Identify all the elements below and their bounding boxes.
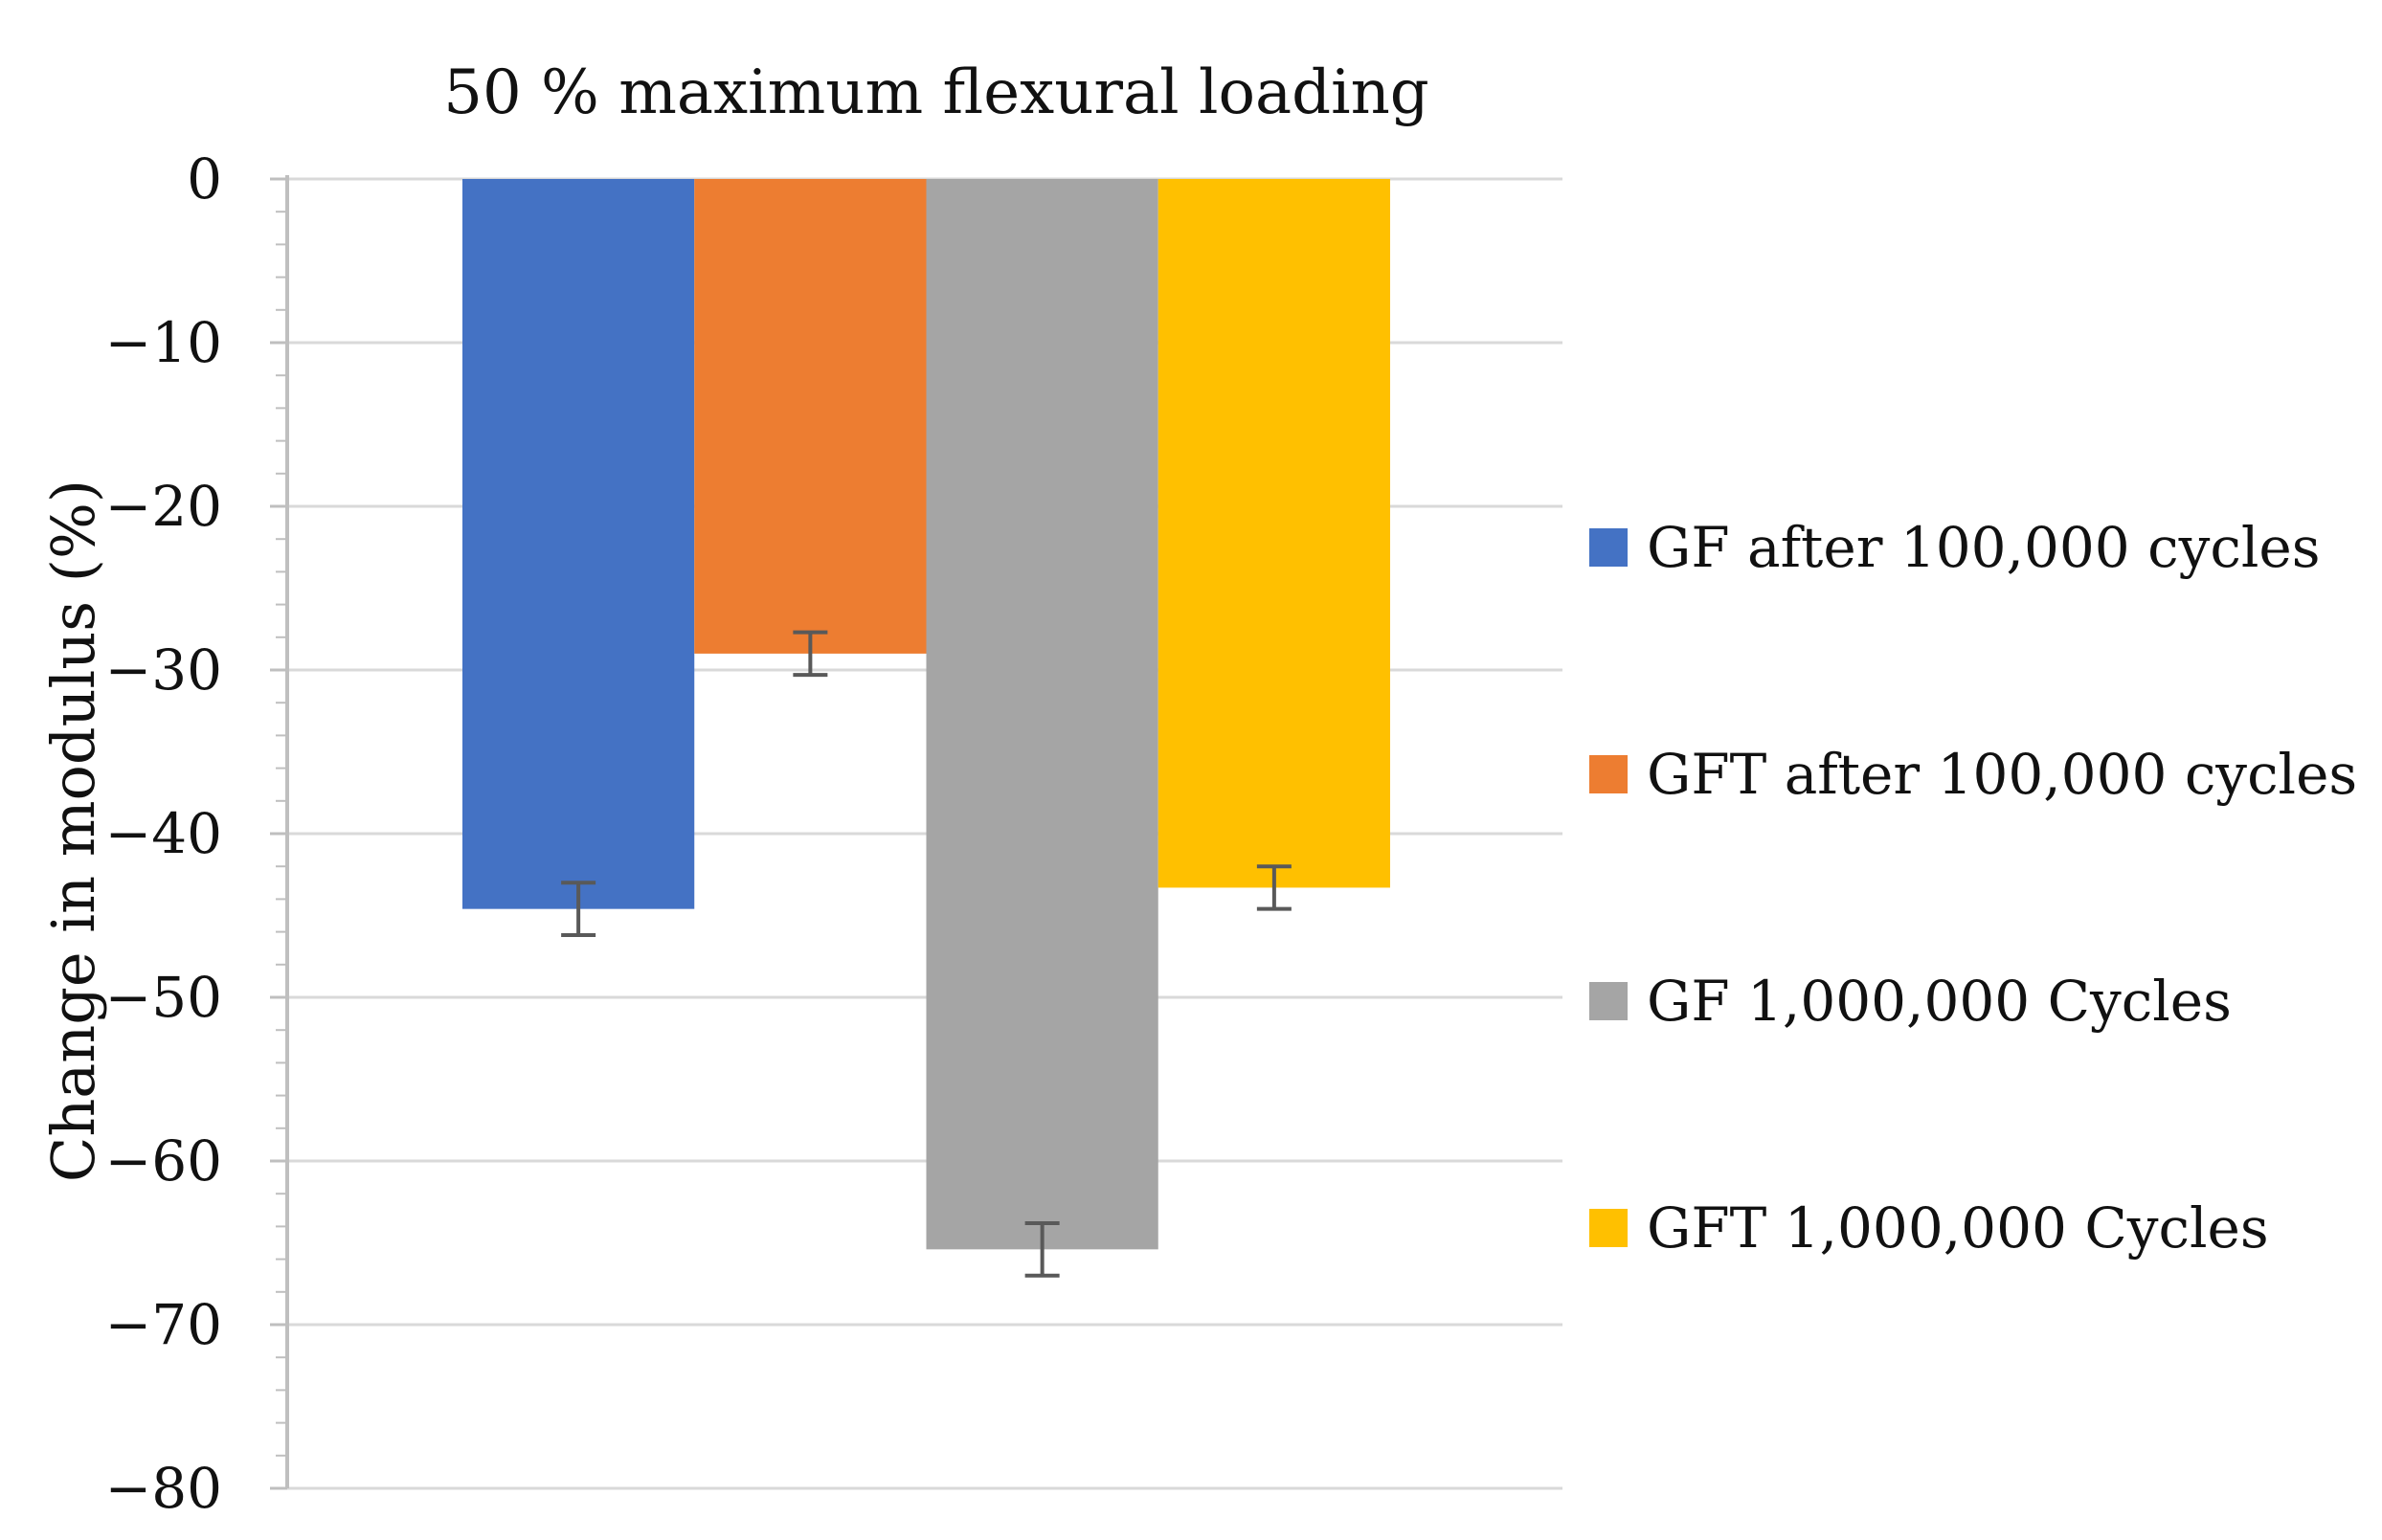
y-tick-label: −60 xyxy=(105,1128,222,1194)
y-tick-label: −20 xyxy=(105,474,222,539)
bars xyxy=(462,179,1390,1250)
legend-label: GFT after 100,000 cycles xyxy=(1647,742,2357,807)
y-tick-label: 0 xyxy=(187,146,222,212)
legend-swatch xyxy=(1589,528,1628,567)
legend: GF after 100,000 cycles GFT after 100,000… xyxy=(1589,515,2357,1261)
legend-label: GFT 1,000,000 Cycles xyxy=(1647,1195,2269,1261)
bar xyxy=(926,179,1158,1250)
bar xyxy=(462,179,695,909)
legend-label: GF after 100,000 cycles xyxy=(1647,515,2321,580)
bar xyxy=(1157,179,1390,888)
chart-title: 50 % maximum flexural loading xyxy=(443,57,1429,128)
y-tick-label: −40 xyxy=(105,801,222,866)
y-tick-label: −70 xyxy=(105,1292,222,1357)
legend-swatch xyxy=(1589,1209,1628,1247)
y-tick-label: −10 xyxy=(105,310,222,375)
y-tick-label: −30 xyxy=(105,637,222,703)
y-tick-label: −80 xyxy=(105,1456,222,1521)
bar xyxy=(694,179,927,654)
y-axis-title: Change in modulus (%) xyxy=(38,480,108,1182)
legend-swatch xyxy=(1589,982,1628,1020)
error-bars xyxy=(561,630,1292,1278)
legend-swatch xyxy=(1589,755,1628,793)
y-axis: 0 −10 −20 −30 −40 −50 −60 −70 −80 xyxy=(105,146,289,1521)
legend-label: GF 1,000,000 Cycles xyxy=(1647,969,2232,1034)
y-tick-label: −50 xyxy=(105,965,222,1030)
